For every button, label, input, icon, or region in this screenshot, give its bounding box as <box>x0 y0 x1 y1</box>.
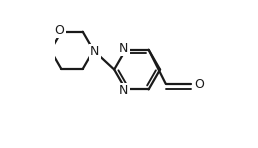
Text: N: N <box>119 84 128 97</box>
Text: N: N <box>90 45 99 58</box>
Text: N: N <box>119 42 128 55</box>
Text: O: O <box>194 78 204 91</box>
Text: O: O <box>55 24 64 37</box>
